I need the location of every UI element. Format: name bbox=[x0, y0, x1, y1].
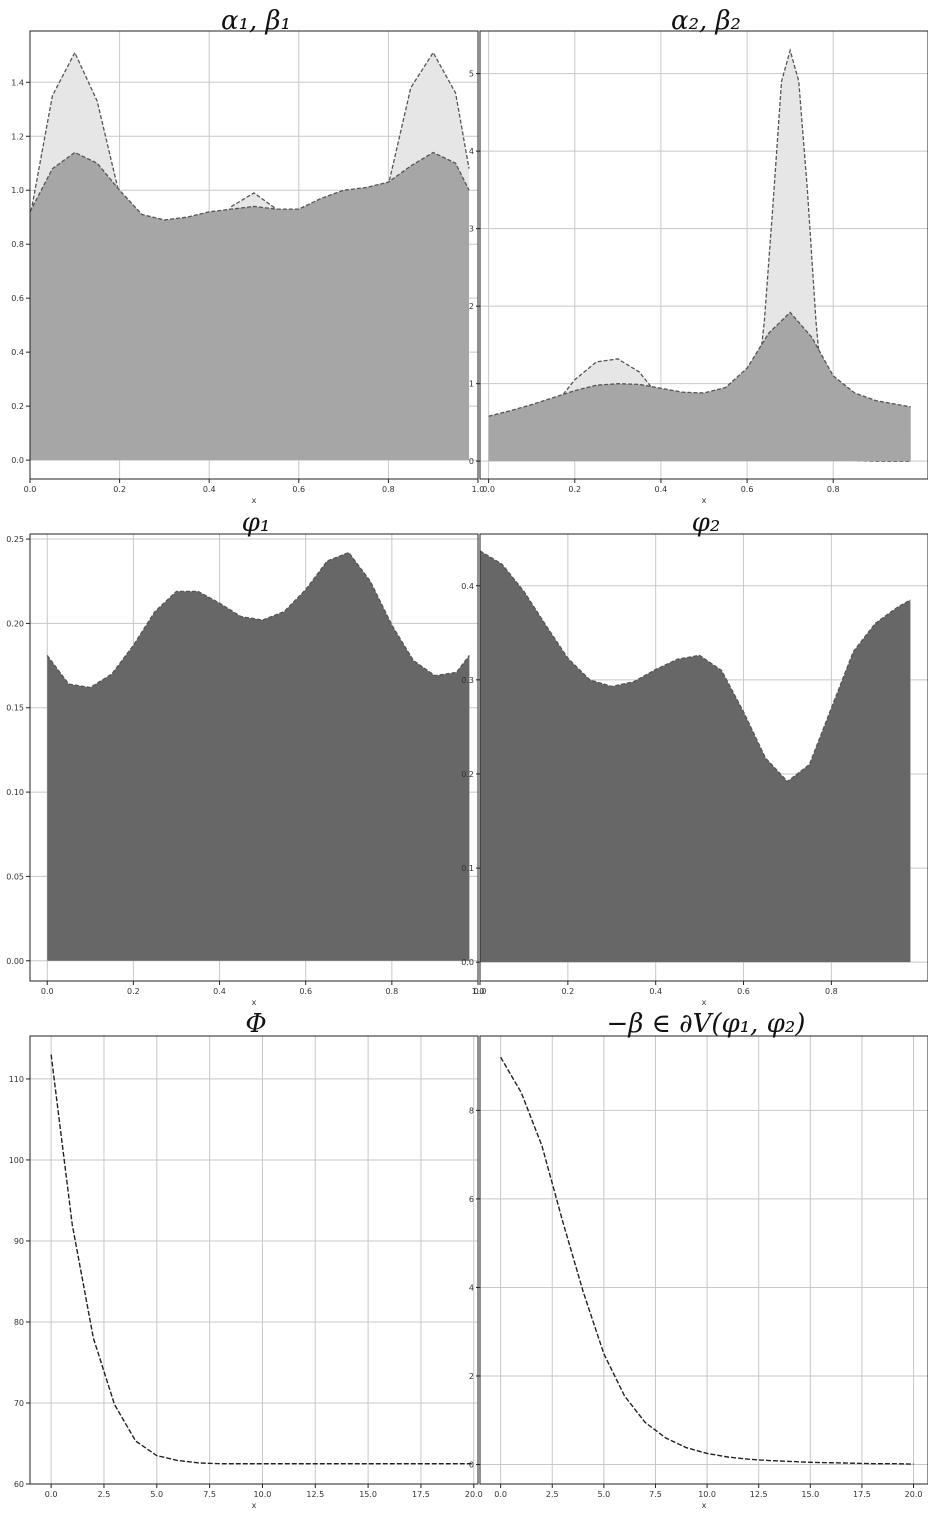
y-tick-label: 0.00 bbox=[6, 957, 24, 966]
x-tick-label: 7.5 bbox=[203, 1490, 216, 1499]
y-tick-label: 1.4 bbox=[11, 78, 24, 87]
y-tick-label: 2 bbox=[469, 302, 474, 311]
panel-alpha2-beta2: 0.0 0.2 0.4 0.6 0.8 0 1 2 3 4 5 x α₂, β₂ bbox=[469, 6, 928, 505]
x-tick-label: 20.0 bbox=[905, 1490, 923, 1499]
y-tick-label: 70 bbox=[14, 1399, 24, 1408]
panel-Phi: 0.0 2.5 5.0 7.5 10.0 12.5 15.0 17.5 20.060708090… bbox=[9, 1009, 483, 1510]
y-tick-label: 2 bbox=[469, 1372, 474, 1381]
x-tick-label: 0.0 bbox=[24, 485, 37, 494]
x-axis-label: x bbox=[702, 496, 707, 505]
y-tick-label: 0.05 bbox=[6, 872, 24, 881]
chart-title: α₁, β₁ bbox=[221, 6, 291, 36]
x-tick-label: 0.2 bbox=[568, 485, 581, 494]
y-tick-label: 0.0 bbox=[11, 456, 24, 465]
x-tick-label: 5.0 bbox=[150, 1490, 163, 1499]
y-tick-label: 0.20 bbox=[6, 619, 24, 628]
y-tick-label: 0.2 bbox=[461, 770, 474, 779]
x-tick-label: 15.0 bbox=[801, 1490, 819, 1499]
x-tick-label: 2.5 bbox=[546, 1490, 559, 1499]
y-tick-label: 100 bbox=[9, 1156, 24, 1165]
y-tick-label: 0 bbox=[469, 1461, 474, 1470]
chart-title: α₂, β₂ bbox=[671, 6, 741, 36]
x-tick-label: 0.2 bbox=[113, 485, 126, 494]
x-tick-label: 0.8 bbox=[385, 987, 398, 996]
x-tick-label: 0.4 bbox=[649, 987, 662, 996]
x-tick-label: 0.0 bbox=[45, 1490, 58, 1499]
x-tick-label: 0.4 bbox=[213, 987, 226, 996]
y-tick-label: 0.6 bbox=[11, 294, 24, 303]
x-tick-label: 0.6 bbox=[737, 987, 750, 996]
y-tick-label: 60 bbox=[14, 1480, 24, 1489]
y-tick-label: 0.8 bbox=[11, 240, 24, 249]
x-axis-label: x bbox=[252, 998, 257, 1007]
plot-frame bbox=[30, 1036, 478, 1484]
panel-alpha1-beta1: 0.0 0.2 0.4 0.6 0.8 1.0 0.0 0.2 0.4 0.6 0.8 1.0 1.2 1… bbox=[11, 6, 484, 505]
y-tick-label: 1.2 bbox=[11, 132, 24, 141]
x-tick-label: 17.5 bbox=[853, 1490, 871, 1499]
y-tick-label: 5 bbox=[469, 70, 474, 79]
x-axis-label: x bbox=[252, 1501, 257, 1510]
x-tick-label: 0.4 bbox=[655, 485, 668, 494]
y-tick-label: 0.4 bbox=[461, 582, 474, 591]
chart-title: Φ bbox=[245, 1009, 266, 1039]
x-tick-label: 20.0 bbox=[465, 1490, 483, 1499]
x-tick-label: 12.5 bbox=[306, 1490, 324, 1499]
x-tick-label: 0.8 bbox=[827, 485, 840, 494]
y-tick-label: 1.0 bbox=[11, 186, 24, 195]
y-tick-label: 90 bbox=[14, 1237, 24, 1246]
y-tick-label: 1 bbox=[469, 380, 474, 389]
x-tick-label: 15.0 bbox=[359, 1490, 377, 1499]
x-tick-label: 5.0 bbox=[598, 1490, 611, 1499]
x-tick-label: 0.2 bbox=[561, 987, 574, 996]
x-tick-label: 12.5 bbox=[750, 1490, 768, 1499]
x-tick-label: 7.5 bbox=[649, 1490, 662, 1499]
x-axis-label: x bbox=[702, 998, 707, 1007]
x-tick-label: 0.6 bbox=[292, 485, 305, 494]
y-tick-label: 0.25 bbox=[6, 535, 24, 544]
x-tick-label: 0.2 bbox=[127, 987, 140, 996]
x-tick-label: 2.5 bbox=[98, 1490, 111, 1499]
y-tick-label: 110 bbox=[9, 1075, 24, 1084]
y-tick-label: 0.2 bbox=[11, 402, 24, 411]
x-tick-label: 17.5 bbox=[412, 1490, 430, 1499]
y-tick-label: 0.1 bbox=[461, 864, 474, 873]
y-tick-label: 4 bbox=[469, 147, 474, 156]
x-tick-label: 10.0 bbox=[254, 1490, 272, 1499]
area-fill-0 bbox=[480, 551, 910, 962]
y-tick-label: 0.10 bbox=[6, 788, 24, 797]
x-tick-label: 0.0 bbox=[494, 1490, 507, 1499]
x-tick-label: 0.0 bbox=[482, 485, 495, 494]
chart-title: φ₂ bbox=[692, 508, 721, 538]
y-tick-label: 6 bbox=[469, 1195, 474, 1204]
plot-frame bbox=[480, 1036, 928, 1484]
y-tick-label: 8 bbox=[469, 1106, 474, 1115]
x-tick-label: 0.0 bbox=[41, 987, 54, 996]
area-fill-0 bbox=[47, 553, 469, 961]
y-tick-label: 0.15 bbox=[6, 704, 24, 713]
x-tick-label: 0.0 bbox=[474, 987, 487, 996]
y-tick-label: 0.0 bbox=[461, 958, 474, 967]
y-tick-label: 0.4 bbox=[11, 348, 24, 357]
y-tick-label: 4 bbox=[469, 1283, 474, 1292]
panel-minus-beta: 0.0 2.5 5.0 7.5 10.0 12.5 15.0 17.5 20.0 0 2 4 6 8 x −β… bbox=[469, 1009, 928, 1510]
panel-phi2: 0.0 0.2 0.4 0.6 0.8 0.0 0.1 0.2 0.3 0.4 x φ₂ bbox=[461, 508, 928, 1007]
x-axis-label: x bbox=[702, 1501, 707, 1510]
y-tick-label: 3 bbox=[469, 225, 474, 234]
x-tick-label: 0.6 bbox=[299, 987, 312, 996]
chart-title: φ₁ bbox=[242, 508, 271, 538]
x-tick-label: 0.8 bbox=[825, 987, 838, 996]
x-tick-label: 0.8 bbox=[382, 485, 395, 494]
panel-phi1: 0.0 0.2 0.4 0.6 0.8 1.0 0.00 0.05 0.10 0.15 0.20 0.… bbox=[6, 508, 484, 1007]
y-tick-label: 0.3 bbox=[461, 676, 474, 685]
y-tick-label: 0 bbox=[469, 457, 474, 466]
y-tick-label: 80 bbox=[14, 1318, 24, 1327]
x-axis-label: x bbox=[252, 496, 257, 505]
x-tick-label: 0.4 bbox=[203, 485, 216, 494]
chart-title: −β ∈ ∂V(φ₁, φ₂) bbox=[607, 1009, 806, 1039]
area-fill-1 bbox=[489, 312, 911, 461]
x-tick-label: 10.0 bbox=[698, 1490, 716, 1499]
x-tick-label: 0.6 bbox=[741, 485, 754, 494]
